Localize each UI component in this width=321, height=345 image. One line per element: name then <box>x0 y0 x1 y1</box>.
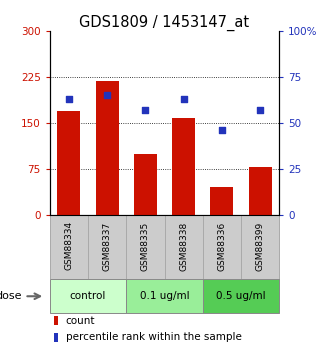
Text: dose: dose <box>0 291 22 301</box>
Bar <box>50 215 88 279</box>
Text: 0.5 ug/ml: 0.5 ug/ml <box>216 291 266 301</box>
Bar <box>57 111 80 215</box>
Point <box>105 93 110 98</box>
Point <box>66 96 72 102</box>
Bar <box>54 316 58 325</box>
Text: GSM88335: GSM88335 <box>141 221 150 270</box>
Bar <box>96 81 118 215</box>
Bar <box>203 279 279 313</box>
Bar <box>164 215 203 279</box>
Bar <box>211 187 233 215</box>
Text: control: control <box>70 291 106 301</box>
Text: percentile rank within the sample: percentile rank within the sample <box>66 332 242 342</box>
Bar <box>203 215 241 279</box>
Bar <box>134 154 157 215</box>
Text: count: count <box>66 316 95 326</box>
Title: GDS1809 / 1453147_at: GDS1809 / 1453147_at <box>80 15 249 31</box>
Bar <box>126 279 203 313</box>
Bar <box>249 167 272 215</box>
Bar <box>126 215 164 279</box>
Point <box>143 107 148 113</box>
Bar <box>50 279 126 313</box>
Bar <box>241 215 279 279</box>
Text: GSM88334: GSM88334 <box>65 221 74 270</box>
Text: GSM88336: GSM88336 <box>217 221 226 270</box>
Text: GSM88338: GSM88338 <box>179 221 188 270</box>
Point <box>219 128 224 133</box>
Bar <box>54 333 58 342</box>
Point <box>257 107 263 113</box>
Bar <box>172 118 195 215</box>
Point <box>181 96 186 102</box>
Text: GSM88399: GSM88399 <box>256 221 265 270</box>
Text: GSM88337: GSM88337 <box>103 221 112 270</box>
Bar <box>88 215 126 279</box>
Text: 0.1 ug/ml: 0.1 ug/ml <box>140 291 189 301</box>
